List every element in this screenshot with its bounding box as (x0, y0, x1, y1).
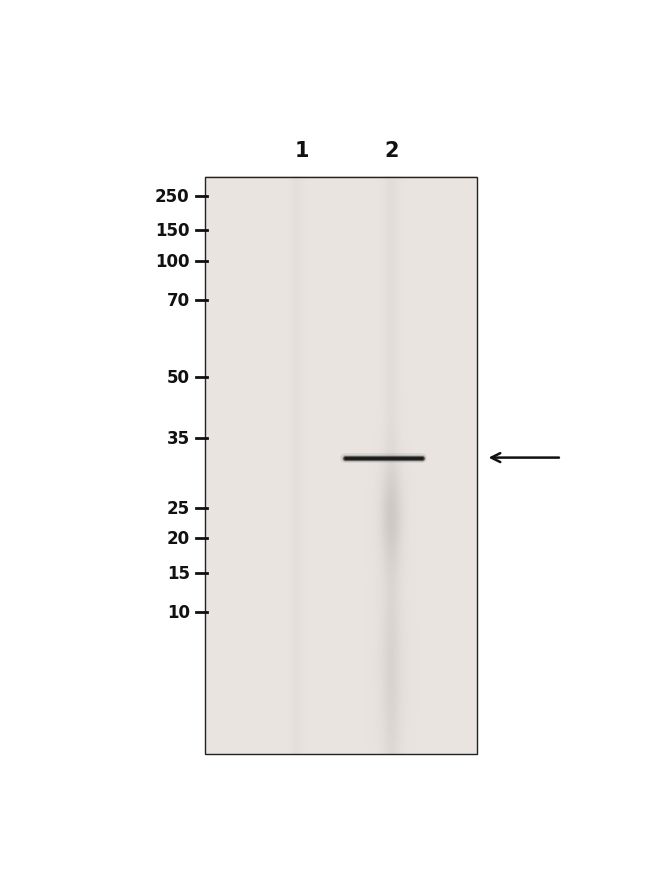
Text: 70: 70 (166, 291, 190, 309)
Bar (205, 177, 476, 754)
Text: 2: 2 (384, 141, 398, 161)
Text: 1: 1 (295, 141, 309, 161)
Text: 250: 250 (155, 188, 190, 206)
Text: 15: 15 (167, 565, 190, 582)
Text: 25: 25 (166, 499, 190, 517)
Text: 20: 20 (166, 530, 190, 547)
Text: 35: 35 (166, 430, 190, 448)
Text: 100: 100 (155, 253, 190, 271)
Text: 50: 50 (167, 368, 190, 387)
Text: 150: 150 (155, 222, 190, 240)
Text: 10: 10 (167, 603, 190, 620)
